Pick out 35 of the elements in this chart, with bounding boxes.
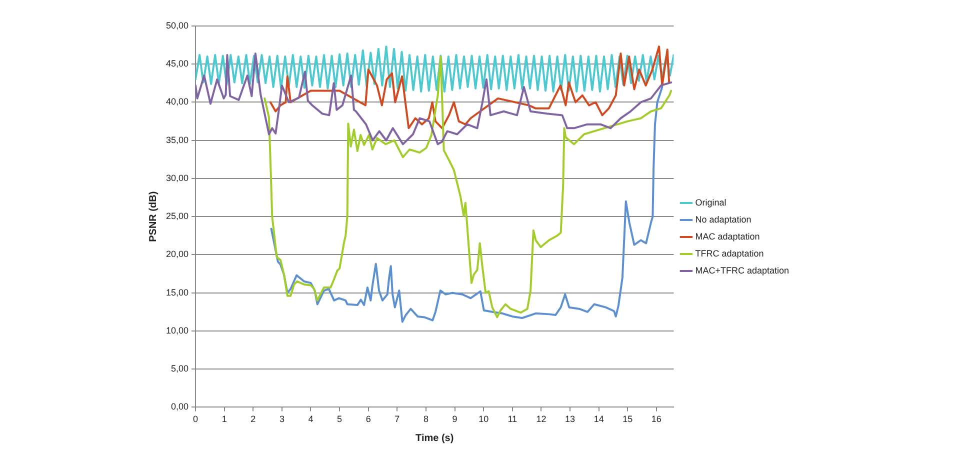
y-tick-label: 20,00	[166, 249, 189, 260]
x-tick-label: 4	[308, 414, 314, 424]
x-tick-label: 12	[536, 414, 546, 424]
legend-label: MAC+TFRC adaptation	[695, 265, 790, 276]
x-tick-label: 13	[565, 414, 576, 424]
x-tick-label: 0	[193, 414, 198, 424]
legend-label: Original	[695, 197, 726, 208]
y-tick-label: 40,00	[166, 96, 189, 107]
y-tick-label: 50,00	[166, 20, 189, 30]
x-tick-label: 16	[651, 414, 662, 424]
x-tick-label: 15	[622, 414, 633, 424]
x-tick-label: 2	[250, 414, 256, 424]
y-tick-label: 25,00	[166, 211, 189, 222]
y-tick-label: 45,00	[166, 58, 189, 69]
x-axis-title: Time (s)	[416, 432, 454, 444]
x-tick-label: 7	[394, 414, 400, 424]
y-tick-label: 30,00	[166, 172, 189, 183]
y-tick-label: 10,00	[166, 325, 189, 336]
x-tick-label: 14	[594, 414, 604, 424]
y-tick-label: 0,00	[170, 402, 189, 412]
x-tick-label: 3	[279, 414, 284, 424]
legend-label: TFRC adaptation	[695, 248, 764, 258]
legend-label: No adaptation	[695, 214, 752, 224]
x-tick-label: 1	[222, 414, 227, 424]
x-tick-label: 9	[452, 414, 458, 424]
x-tick-label: 8	[423, 414, 428, 424]
x-tick-label: 5	[337, 414, 342, 424]
legend-label: MAC adaptation	[695, 231, 760, 242]
y-tick-label: 5,00	[170, 364, 189, 374]
y-tick-label: 35,00	[166, 134, 189, 145]
x-tick-label: 10	[478, 414, 489, 424]
x-tick-label: 11	[508, 414, 518, 424]
y-tick-label: 15,00	[166, 287, 189, 298]
y-axis-title: PSNR (dB)	[148, 191, 159, 242]
x-tick-label: 6	[366, 414, 371, 424]
